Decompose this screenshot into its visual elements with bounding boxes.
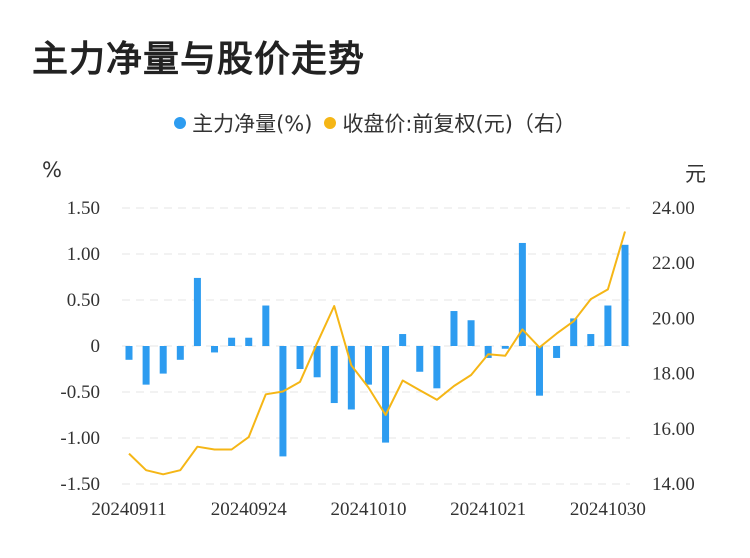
net-volume-bar [433,346,441,389]
chart-legend: 主力净量(%) 收盘价:前复权(元)（右） [0,108,750,138]
net-volume-bar [125,346,133,360]
right-tick-label: 16.00 [652,419,695,440]
right-tick-label: 18.00 [652,364,695,385]
net-volume-bar [416,346,424,372]
net-volume-bar [364,346,372,385]
legend-label: 收盘价:前复权(元)（右） [342,112,576,136]
x-tick-label: 20241010 [330,499,406,520]
left-axis-unit: % [42,158,62,182]
right-tick-label: 22.00 [652,253,695,274]
net-volume-bar [621,244,629,346]
net-volume-bar [484,346,492,358]
net-volume-bar [570,318,578,346]
right-axis-unit: 元 [685,162,706,186]
net-volume-bar [399,334,407,346]
legend-item-net-volume[interactable]: 主力净量(%) [174,108,312,138]
net-volume-bar [313,346,321,378]
net-volume-bar [535,346,543,396]
left-tick-label: 1.00 [67,244,100,265]
right-tick-label: 24.00 [652,198,695,219]
x-tick-label: 20241030 [570,499,646,520]
x-tick-label: 20240924 [211,499,288,520]
net-volume-bar [262,305,270,346]
left-tick-label: 0 [91,336,101,357]
net-volume-bar [296,346,304,369]
net-volume-bar [176,346,184,360]
legend-dot-icon [324,117,337,129]
x-tick-label: 20241021 [450,499,526,520]
chart-title: 主力净量与股价走势 [32,39,366,80]
net-volume-bar [159,346,167,374]
net-volume-bar [518,242,526,346]
net-volume-bar [604,305,612,346]
net-volume-bar [382,346,390,443]
net-volume-bar [501,346,509,349]
net-volume-bar [587,334,595,346]
net-volume-bar [330,346,338,404]
left-tick-label: -0.50 [60,382,100,403]
left-tick-label: -1.00 [60,428,100,449]
legend-label: 主力净量(%) [192,112,313,136]
left-tick-label: -1.50 [60,474,100,495]
close-price-line [128,231,626,476]
legend-dot-icon [174,117,187,129]
right-tick-label: 20.00 [652,308,695,329]
net-volume-bar [553,346,561,358]
legend-item-close-price[interactable]: 收盘价:前复权(元)（右） [324,108,576,138]
left-tick-label: 0.50 [67,290,100,311]
net-volume-bar [142,346,150,385]
net-volume-bar [347,346,355,410]
left-tick-label: 1.50 [67,198,100,219]
net-volume-bar [211,346,219,353]
right-tick-label: 14.00 [652,474,695,495]
net-volume-bar [450,311,458,346]
net-volume-bar [279,346,287,457]
net-volume-bar [193,277,201,346]
net-volume-bar [467,320,475,346]
net-volume-bar [245,337,253,346]
net-volume-bar [228,337,236,346]
x-tick-label: 20240911 [91,499,166,520]
